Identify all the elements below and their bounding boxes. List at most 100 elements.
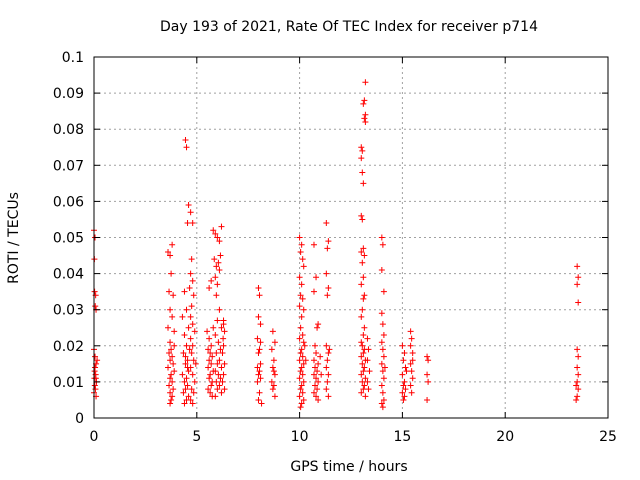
data-point bbox=[190, 292, 197, 299]
x-tick-label: 15 bbox=[393, 429, 411, 445]
data-point bbox=[182, 353, 189, 360]
data-point bbox=[182, 360, 189, 367]
data-point bbox=[213, 350, 220, 357]
data-point bbox=[183, 342, 190, 349]
data-point bbox=[574, 281, 581, 288]
data-point bbox=[166, 382, 173, 389]
x-tick-label: 25 bbox=[599, 429, 617, 445]
data-point bbox=[299, 331, 306, 338]
data-point bbox=[358, 212, 365, 219]
data-point bbox=[310, 357, 317, 364]
data-point bbox=[400, 357, 407, 364]
data-point bbox=[360, 350, 367, 357]
data-point bbox=[216, 306, 223, 313]
data-point bbox=[380, 396, 387, 403]
data-point bbox=[296, 393, 303, 400]
data-point bbox=[179, 371, 186, 378]
y-tick-label: 0.08 bbox=[53, 122, 84, 138]
data-point bbox=[379, 389, 386, 396]
data-point bbox=[215, 259, 222, 266]
data-point bbox=[220, 342, 227, 349]
data-point bbox=[255, 285, 262, 292]
data-point bbox=[315, 360, 322, 367]
data-point bbox=[358, 248, 365, 255]
data-point bbox=[364, 378, 371, 385]
data-point bbox=[313, 375, 320, 382]
data-point bbox=[364, 335, 371, 342]
data-point bbox=[408, 368, 415, 375]
data-point bbox=[183, 144, 190, 151]
data-point bbox=[171, 342, 178, 349]
data-point bbox=[360, 368, 367, 375]
data-point bbox=[358, 281, 365, 288]
data-point bbox=[298, 364, 305, 371]
data-point bbox=[91, 288, 98, 295]
data-point bbox=[165, 364, 172, 371]
data-point bbox=[575, 274, 582, 281]
data-point bbox=[424, 371, 431, 378]
data-point bbox=[189, 277, 196, 284]
data-point bbox=[312, 342, 319, 349]
data-point bbox=[185, 368, 192, 375]
data-point bbox=[362, 118, 369, 125]
data-point bbox=[169, 378, 176, 385]
data-point bbox=[94, 357, 101, 364]
data-point bbox=[212, 230, 219, 237]
data-point bbox=[218, 364, 225, 371]
data-point bbox=[180, 389, 187, 396]
data-point bbox=[409, 357, 416, 364]
data-point bbox=[379, 368, 386, 375]
data-point bbox=[269, 364, 276, 371]
data-point bbox=[362, 111, 369, 118]
data-point bbox=[401, 393, 408, 400]
data-point bbox=[403, 368, 410, 375]
data-point bbox=[409, 375, 416, 382]
data-point bbox=[187, 270, 194, 277]
data-point bbox=[169, 313, 176, 320]
data-point bbox=[360, 100, 367, 107]
data-point bbox=[221, 328, 228, 335]
data-point bbox=[312, 364, 319, 371]
data-point bbox=[208, 360, 215, 367]
data-point bbox=[91, 382, 98, 389]
data-point bbox=[214, 386, 221, 393]
data-point bbox=[380, 375, 387, 382]
data-point bbox=[359, 306, 366, 313]
data-point bbox=[310, 288, 317, 295]
data-point bbox=[407, 342, 414, 349]
data-point bbox=[170, 360, 177, 367]
data-point bbox=[298, 400, 305, 407]
data-point bbox=[211, 256, 218, 263]
data-point bbox=[300, 396, 307, 403]
data-point bbox=[220, 321, 227, 328]
data-point bbox=[188, 386, 195, 393]
data-point bbox=[299, 371, 306, 378]
data-point bbox=[575, 299, 582, 306]
data-point bbox=[362, 79, 369, 86]
data-point bbox=[167, 389, 174, 396]
data-point bbox=[300, 306, 307, 313]
y-tick-label: 0.02 bbox=[53, 339, 84, 355]
data-point bbox=[296, 274, 303, 281]
data-point bbox=[296, 234, 303, 241]
data-point bbox=[400, 382, 407, 389]
data-point bbox=[214, 281, 221, 288]
data-point bbox=[399, 389, 406, 396]
data-point bbox=[425, 378, 432, 385]
y-tick-label: 0.1 bbox=[62, 50, 84, 66]
data-point bbox=[323, 386, 330, 393]
data-point bbox=[190, 357, 197, 364]
data-point bbox=[171, 368, 178, 375]
data-point bbox=[297, 324, 304, 331]
data-point bbox=[359, 378, 366, 385]
data-point bbox=[206, 285, 213, 292]
data-point bbox=[300, 378, 307, 385]
data-point bbox=[210, 227, 217, 234]
y-axis-label: ROTI / TECUs bbox=[6, 192, 22, 284]
data-point bbox=[575, 386, 582, 393]
data-point bbox=[360, 295, 367, 302]
data-point bbox=[217, 375, 224, 382]
data-point bbox=[268, 346, 275, 353]
data-point bbox=[258, 400, 265, 407]
